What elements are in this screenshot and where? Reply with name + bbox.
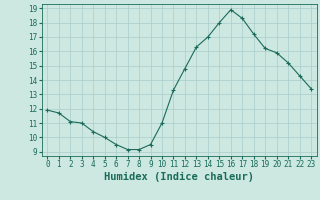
X-axis label: Humidex (Indice chaleur): Humidex (Indice chaleur): [104, 172, 254, 182]
